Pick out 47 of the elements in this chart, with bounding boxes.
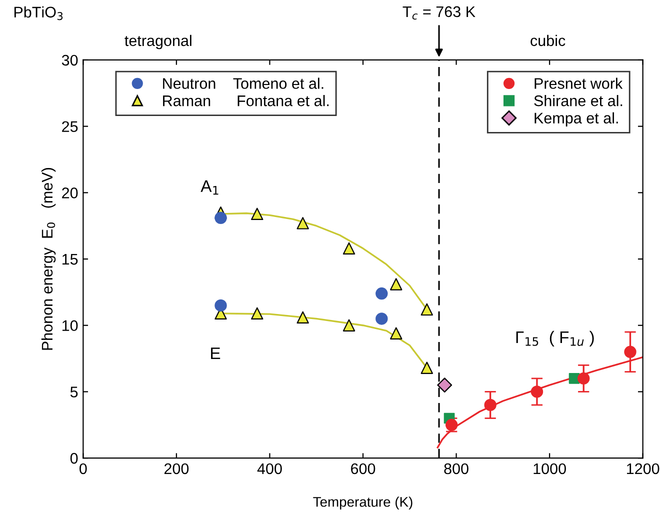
point [376, 287, 388, 300]
x-axis-title: Temperature (K) [313, 496, 412, 510]
point [577, 372, 590, 385]
x-tick-label: 0 [80, 463, 87, 474]
y-tick-label: 25 [62, 121, 78, 132]
point [530, 386, 544, 398]
legend-label: Presnet work [534, 78, 623, 89]
point [484, 398, 496, 412]
text: PbTiO$_{3}$ [14, 6, 63, 20]
point [251, 307, 264, 320]
x-tick-label: 800 [444, 463, 468, 474]
legend-label: Raman Fontana et al. [163, 95, 329, 106]
y-tick-label: 0 [70, 452, 78, 464]
point [420, 303, 434, 316]
legend-label: Kempa et al. [534, 112, 618, 127]
annotation: A$_{1}$ [200, 180, 218, 195]
legend-label: Neutron Tomeno et al. [163, 78, 324, 89]
legend-label: Shirane et al. [534, 95, 622, 106]
x-tick-label: 400 [257, 463, 282, 474]
x-tick-label: 1000 [534, 463, 566, 474]
text: cubic [530, 34, 566, 46]
point [296, 311, 309, 324]
x-tick-label: 200 [164, 463, 189, 474]
x-tick-label: 1200 [627, 463, 660, 474]
annotation: Γ$_{15}$ ( F$_{1u}$ ) [516, 330, 594, 346]
point [251, 208, 264, 220]
annotation: E [211, 348, 220, 360]
y-tick-label: 5 [70, 386, 78, 398]
point [342, 319, 356, 332]
point [296, 217, 309, 230]
text: tetragonal [124, 34, 192, 50]
point [390, 327, 402, 340]
y-tick-label: 30 [62, 54, 78, 66]
point [390, 278, 402, 290]
y-tick-label: 10 [62, 320, 78, 332]
point [420, 362, 434, 374]
point [376, 312, 388, 325]
point [214, 299, 227, 312]
ref-line-label: T$_{c}$ = 763 K [402, 6, 476, 20]
y-tick-label: 15 [62, 254, 78, 265]
x-tick-label: 600 [351, 463, 376, 474]
point [342, 242, 356, 255]
point [214, 212, 227, 224]
y-tick-label: 20 [62, 188, 78, 198]
point [624, 346, 636, 358]
point [437, 378, 452, 393]
text: Phonon energy E$_{0}$ (meV) [41, 168, 56, 350]
